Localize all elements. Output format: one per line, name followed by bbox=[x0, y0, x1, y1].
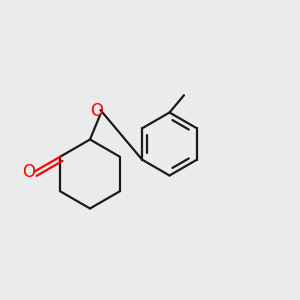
Text: O: O bbox=[90, 102, 103, 120]
Text: O: O bbox=[22, 163, 34, 181]
